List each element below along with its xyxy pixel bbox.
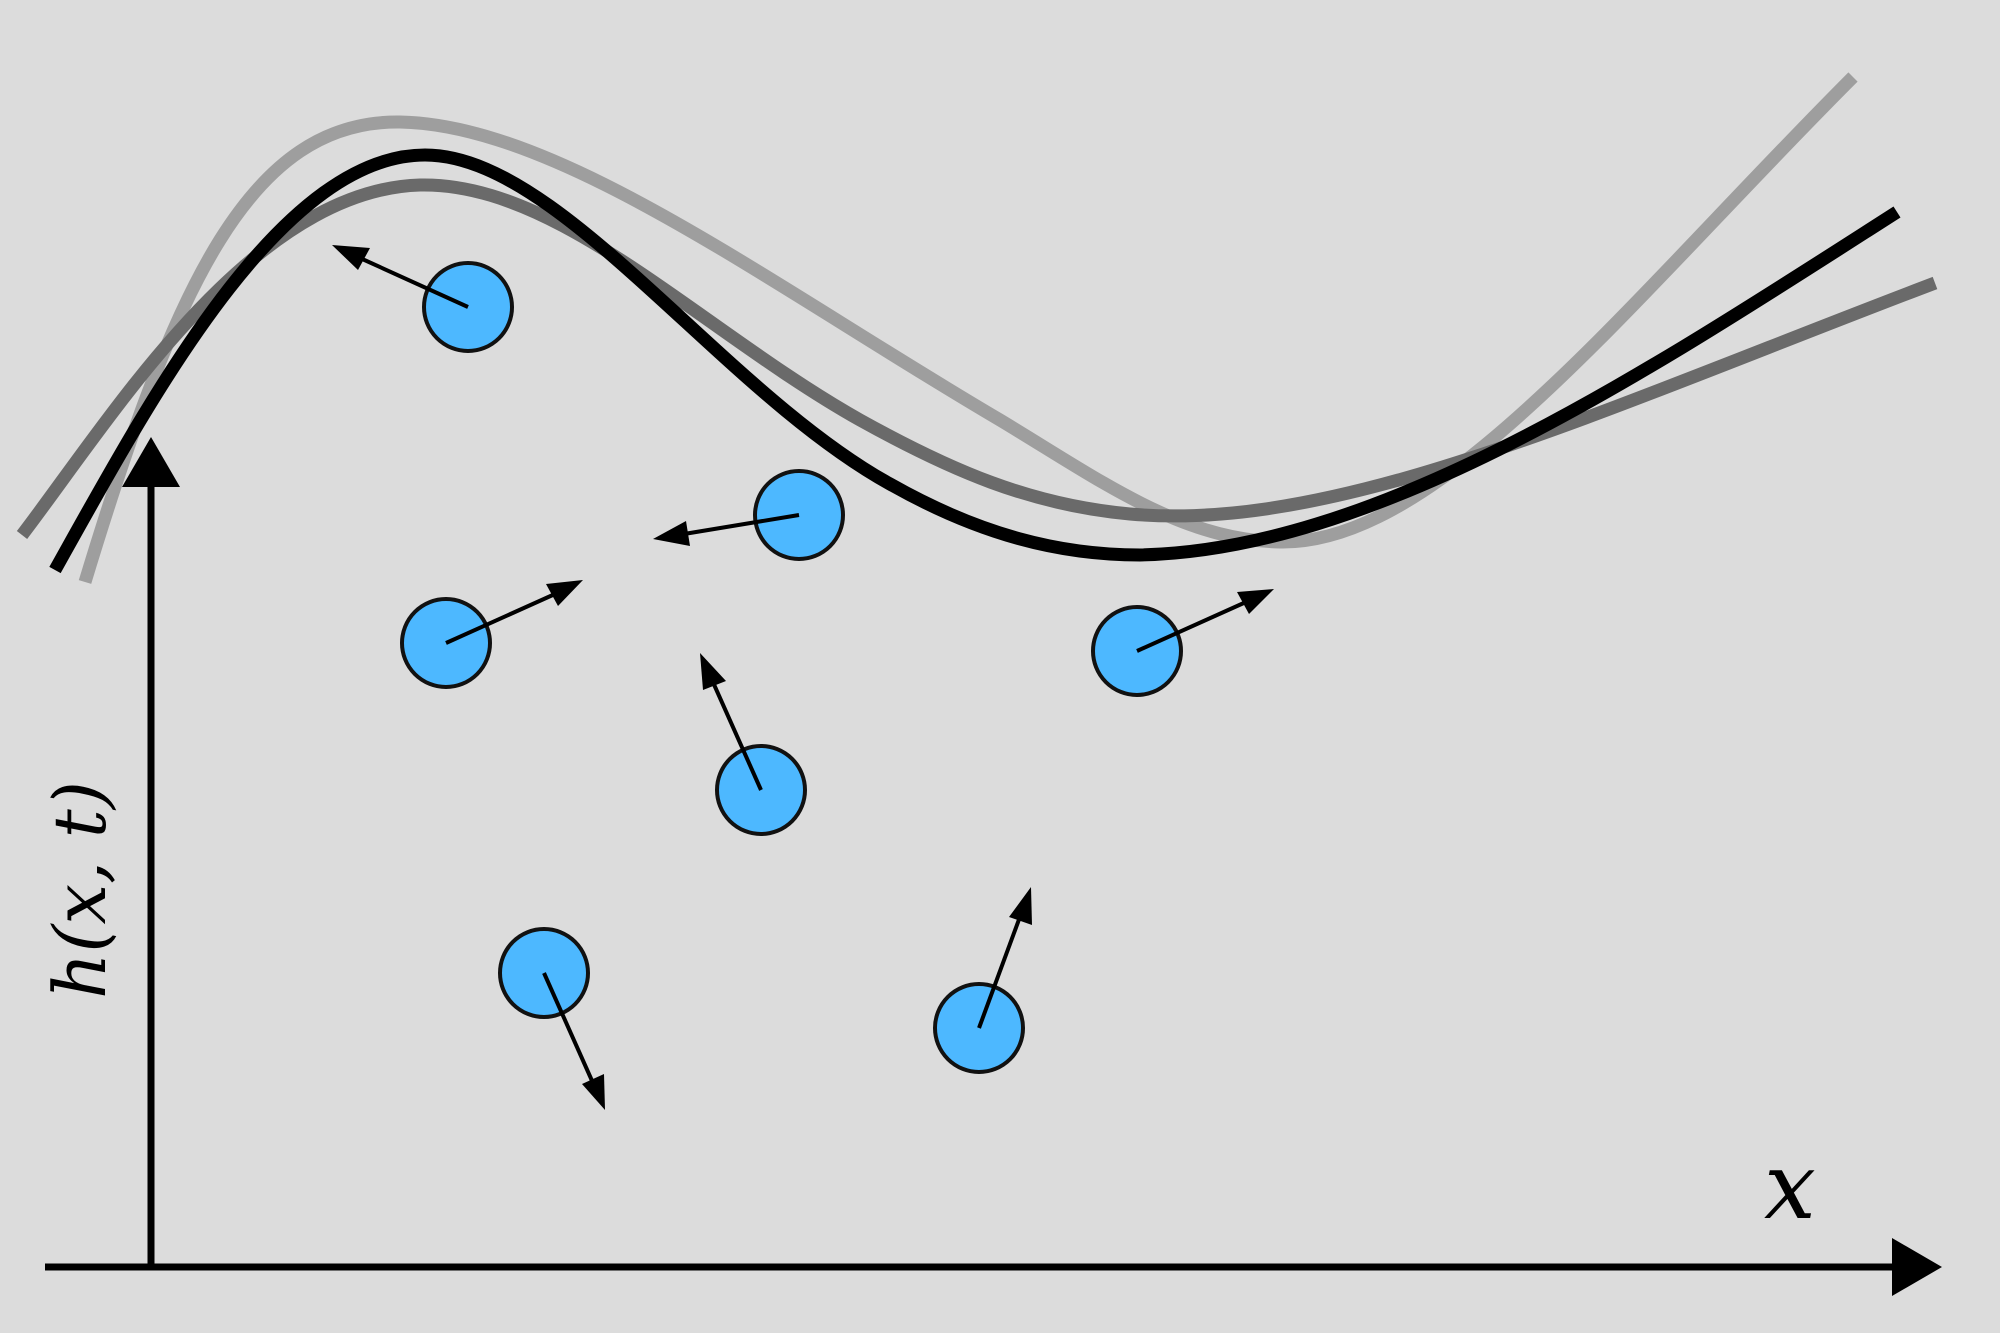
velocity-arrowhead — [546, 580, 583, 606]
velocity-arrow-shaft — [710, 679, 763, 791]
x-axis-label: x — [1764, 1133, 1816, 1240]
velocity-arrow-shaft — [445, 592, 556, 645]
interface-curve-light — [78, 72, 1858, 584]
y-axis-label: h(x, t) — [38, 781, 122, 999]
velocity-arrowhead — [582, 1074, 605, 1110]
velocity-arrow-shaft — [977, 913, 1023, 1029]
particle — [653, 469, 845, 561]
interface-curve-current — [49, 148, 1901, 574]
velocity-arrowhead — [653, 521, 690, 546]
particle — [1091, 589, 1274, 697]
particle — [332, 245, 514, 353]
velocity-arrow-shaft — [1136, 600, 1247, 653]
particle — [700, 653, 807, 836]
particles — [332, 245, 1274, 1110]
velocity-arrowhead — [1237, 589, 1274, 614]
velocity-arrowhead — [1009, 887, 1032, 925]
velocity-arrow-shaft — [542, 972, 595, 1084]
particle — [498, 927, 605, 1110]
particle — [400, 580, 583, 689]
velocity-arrow-shaft — [683, 513, 800, 536]
velocity-arrowhead — [332, 245, 370, 270]
velocity-arrow-shaft — [359, 256, 469, 309]
y-axis-arrowhead — [122, 437, 180, 487]
velocity-arrowhead — [700, 653, 726, 690]
particle — [933, 887, 1032, 1074]
x-axis-arrowhead — [1892, 1238, 1942, 1296]
